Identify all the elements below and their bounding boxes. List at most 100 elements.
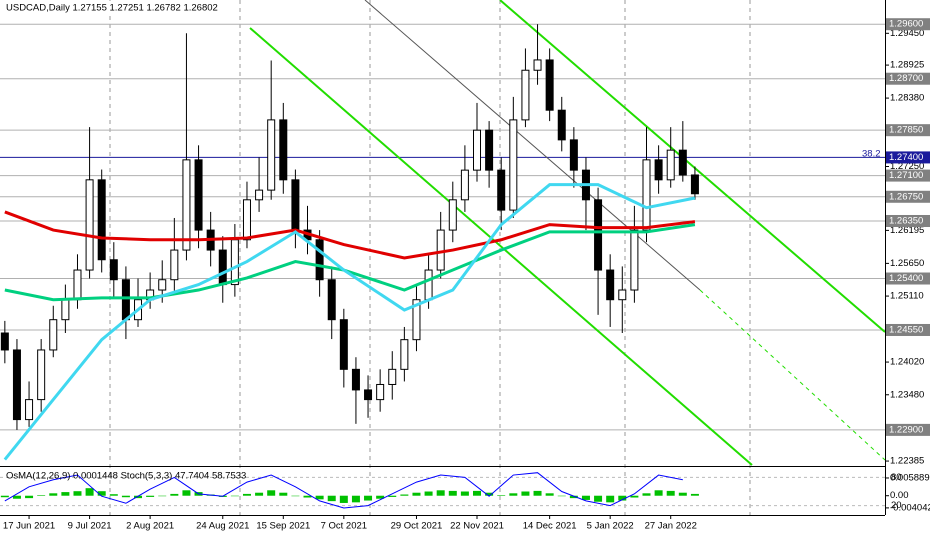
candle-body [557, 109, 566, 141]
level-label: 1.28700 [889, 73, 923, 84]
level-label: 1.26750 [889, 191, 923, 202]
x-tick-label: 5 Jan 2022 [587, 521, 634, 532]
grid [109, 0, 751, 515]
osma-bar [351, 495, 360, 503]
candle-body [569, 139, 578, 171]
candle-body [0, 332, 9, 351]
candle-body [400, 339, 409, 370]
moving-averages [3, 183, 696, 461]
candle-body [12, 349, 21, 421]
candle-body [448, 199, 457, 231]
candle-body [412, 299, 421, 341]
candle-body [170, 249, 179, 281]
candle-body [594, 199, 603, 271]
candle-body [521, 69, 530, 121]
candle-body [291, 179, 300, 231]
level-label: 1.25400 [889, 273, 923, 284]
candle-body [690, 174, 699, 195]
osma-bar [545, 493, 554, 496]
osma-bar [37, 495, 46, 496]
candle-body [618, 289, 627, 301]
candle-body [364, 389, 373, 401]
stoch-line [4, 472, 683, 509]
osma-bar [85, 488, 94, 496]
level-label: 1.26350 [889, 216, 923, 227]
y-tick-label: 1.28925 [890, 60, 924, 71]
osma-bar [230, 495, 239, 497]
level-label-bg [886, 169, 930, 182]
osma-bar [581, 495, 590, 500]
candle-body [218, 249, 227, 286]
osma-bar [242, 493, 251, 496]
osma-bar [473, 490, 482, 496]
level-label: 1.27400 [889, 152, 923, 163]
osma-bar [666, 490, 675, 496]
candle-body [460, 169, 469, 201]
candle-body [533, 59, 542, 71]
osma-bar [509, 493, 518, 496]
osma-bar [594, 495, 603, 502]
candle-body [194, 159, 203, 231]
osma-bar [182, 490, 191, 496]
candle-body [61, 299, 70, 321]
osma-bar [606, 495, 615, 503]
y-tick-label: 1.22385 [890, 456, 924, 467]
osma-bar [642, 493, 651, 496]
candle-body [49, 319, 58, 351]
candle-body [351, 368, 360, 391]
x-tick-label: 14 Dec 2021 [523, 521, 577, 532]
osma-tick-label: -0.004042 [890, 502, 930, 513]
osma-bar [690, 493, 699, 496]
osma-bar [678, 492, 687, 496]
osma-bar [291, 495, 300, 497]
candle-body [327, 279, 336, 321]
trend-lines [249, 0, 886, 466]
candle-body [666, 149, 675, 181]
candle-body [388, 368, 397, 385]
candle-body [376, 383, 385, 401]
level-label-bg [886, 72, 930, 85]
moving-average [4, 210, 696, 260]
candle-body [485, 129, 494, 171]
level-label: 1.27100 [889, 170, 923, 181]
x-tick-label: 22 Nov 2021 [450, 521, 504, 532]
level-label-bg [886, 214, 930, 227]
osma-bar [630, 495, 639, 498]
channel-line [499, 0, 886, 333]
x-tick-label: 15 Sep 2021 [256, 521, 310, 532]
indicator-title: OsMA(12,26,9) 0.0001448 Stoch(5,3,3) 47.… [6, 471, 246, 482]
level-label: 1.27850 [889, 125, 923, 136]
level-label-bg [886, 190, 930, 203]
osma-bar [109, 494, 118, 496]
x-tick-label: 9 Jul 2021 [68, 521, 112, 532]
osma-bar [97, 491, 106, 496]
title-bg [2, 1, 232, 15]
osma-bar [279, 492, 288, 496]
moving-average [3, 183, 696, 461]
candle-body [242, 199, 251, 241]
osma-bar [424, 491, 433, 496]
osma-bar [121, 495, 130, 498]
channel-line [249, 27, 753, 466]
osma-bar [654, 490, 663, 496]
x-tick-label: 17 Jun 2021 [3, 521, 55, 532]
candle-body [267, 119, 276, 191]
candle-body [424, 269, 433, 301]
osma-bar [485, 492, 494, 496]
candle-body [654, 159, 663, 181]
candle-body [436, 229, 445, 271]
osma-bar [533, 490, 542, 496]
x-tick-label: 27 Jan 2022 [645, 521, 697, 532]
y-tick-label: 1.25650 [890, 258, 924, 269]
osma-bar [146, 495, 155, 497]
osma-bar [25, 495, 34, 499]
trend-line [364, 0, 701, 291]
osma-bar [400, 494, 409, 496]
candle-body [473, 129, 482, 171]
osma-bar [49, 493, 58, 496]
osma-bar [618, 495, 627, 501]
candle-body [642, 159, 651, 231]
level-label: 1.22900 [889, 424, 923, 435]
y-tick-label: 1.29450 [890, 28, 924, 39]
